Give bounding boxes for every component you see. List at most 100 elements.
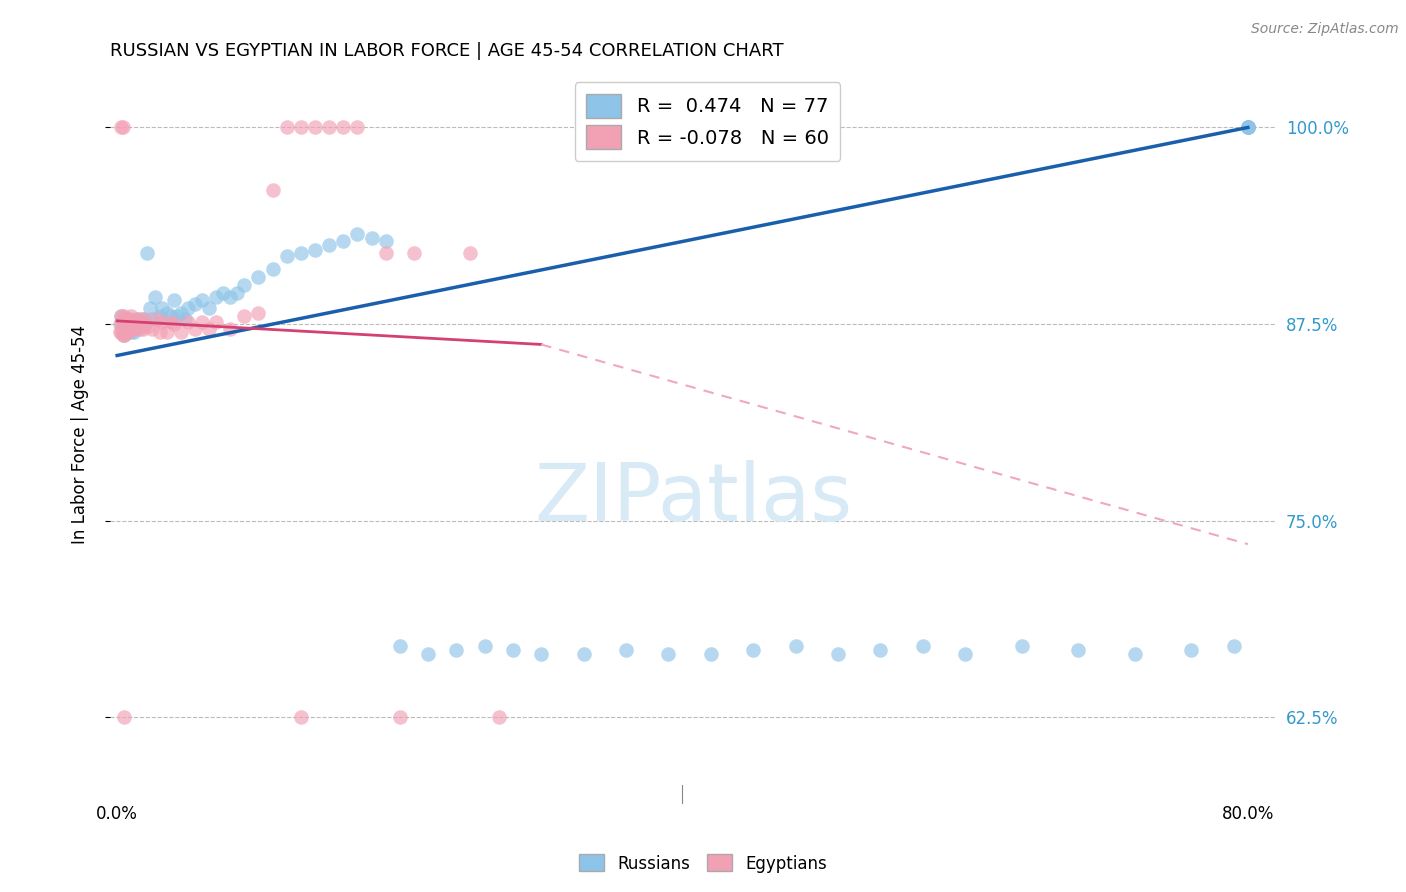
Point <box>110 325 132 339</box>
Point <box>374 234 396 248</box>
Point <box>127 312 149 326</box>
Point <box>205 290 228 304</box>
Point <box>111 317 134 331</box>
Point <box>170 306 193 320</box>
Point <box>122 325 145 339</box>
Point <box>233 309 256 323</box>
Point <box>110 309 132 323</box>
Y-axis label: In Labor Force | Age 45-54: In Labor Force | Age 45-54 <box>72 325 89 543</box>
Point <box>290 246 312 260</box>
Point <box>134 312 156 326</box>
Point <box>346 120 368 135</box>
Point <box>125 317 148 331</box>
Point <box>110 120 132 135</box>
Point <box>112 309 135 323</box>
Point <box>117 325 139 339</box>
Point <box>742 642 765 657</box>
Point <box>114 320 136 334</box>
Point <box>141 312 163 326</box>
Point <box>120 309 142 323</box>
Point <box>374 246 396 260</box>
Point <box>530 647 553 661</box>
Point <box>131 312 153 326</box>
Point <box>112 317 135 331</box>
Point <box>121 317 143 331</box>
Point <box>219 322 242 336</box>
Point <box>191 293 214 308</box>
Point <box>388 640 411 654</box>
Point <box>502 642 524 657</box>
Point <box>205 315 228 329</box>
Point <box>148 309 170 323</box>
Point <box>785 640 807 654</box>
Point <box>198 301 221 316</box>
Point <box>118 315 141 329</box>
Point <box>131 322 153 336</box>
Point <box>143 290 166 304</box>
Point <box>614 642 637 657</box>
Point <box>177 315 200 329</box>
Point <box>112 328 135 343</box>
Point <box>134 317 156 331</box>
Point <box>700 647 723 661</box>
Point <box>474 640 496 654</box>
Point <box>290 710 312 724</box>
Point <box>262 262 284 277</box>
Point <box>170 325 193 339</box>
Point <box>135 246 157 260</box>
Point <box>402 246 425 260</box>
Point <box>304 243 326 257</box>
Point <box>184 322 207 336</box>
Point <box>360 230 382 244</box>
Point <box>174 312 197 326</box>
Point <box>1237 120 1260 135</box>
Point <box>160 315 183 329</box>
Point <box>120 325 142 339</box>
Point <box>572 647 595 661</box>
Point <box>1123 647 1146 661</box>
Point <box>911 640 934 654</box>
Point <box>117 317 139 331</box>
Point <box>128 320 150 334</box>
Point <box>1237 120 1260 135</box>
Point <box>332 234 354 248</box>
Point <box>163 317 186 331</box>
Point <box>112 328 135 343</box>
Point <box>827 647 849 661</box>
Point <box>145 312 167 326</box>
Point <box>112 322 135 336</box>
Point <box>226 285 249 300</box>
Point <box>118 312 141 326</box>
Point <box>488 710 510 724</box>
Point <box>1237 120 1260 135</box>
Point <box>110 309 132 323</box>
Point <box>110 317 132 331</box>
Point <box>108 325 131 339</box>
Point <box>290 120 312 135</box>
Point <box>184 296 207 310</box>
Point <box>191 315 214 329</box>
Point <box>212 285 235 300</box>
Point <box>160 309 183 323</box>
Point <box>177 301 200 316</box>
Point <box>122 322 145 336</box>
Legend: R =  0.474   N = 77, R = -0.078   N = 60: R = 0.474 N = 77, R = -0.078 N = 60 <box>575 82 841 161</box>
Point <box>150 315 173 329</box>
Point <box>115 325 138 339</box>
Point <box>124 312 146 326</box>
Point <box>219 290 242 304</box>
Point <box>869 642 891 657</box>
Point <box>150 301 173 316</box>
Text: ZIPatlas: ZIPatlas <box>534 460 852 538</box>
Point <box>114 325 136 339</box>
Point <box>416 647 439 661</box>
Point <box>112 710 135 724</box>
Point <box>124 317 146 331</box>
Point <box>1237 120 1260 135</box>
Point <box>332 120 354 135</box>
Legend: Russians, Egyptians: Russians, Egyptians <box>572 847 834 880</box>
Text: Source: ZipAtlas.com: Source: ZipAtlas.com <box>1251 22 1399 37</box>
Point <box>155 325 177 339</box>
Point <box>1067 642 1090 657</box>
Point <box>117 322 139 336</box>
